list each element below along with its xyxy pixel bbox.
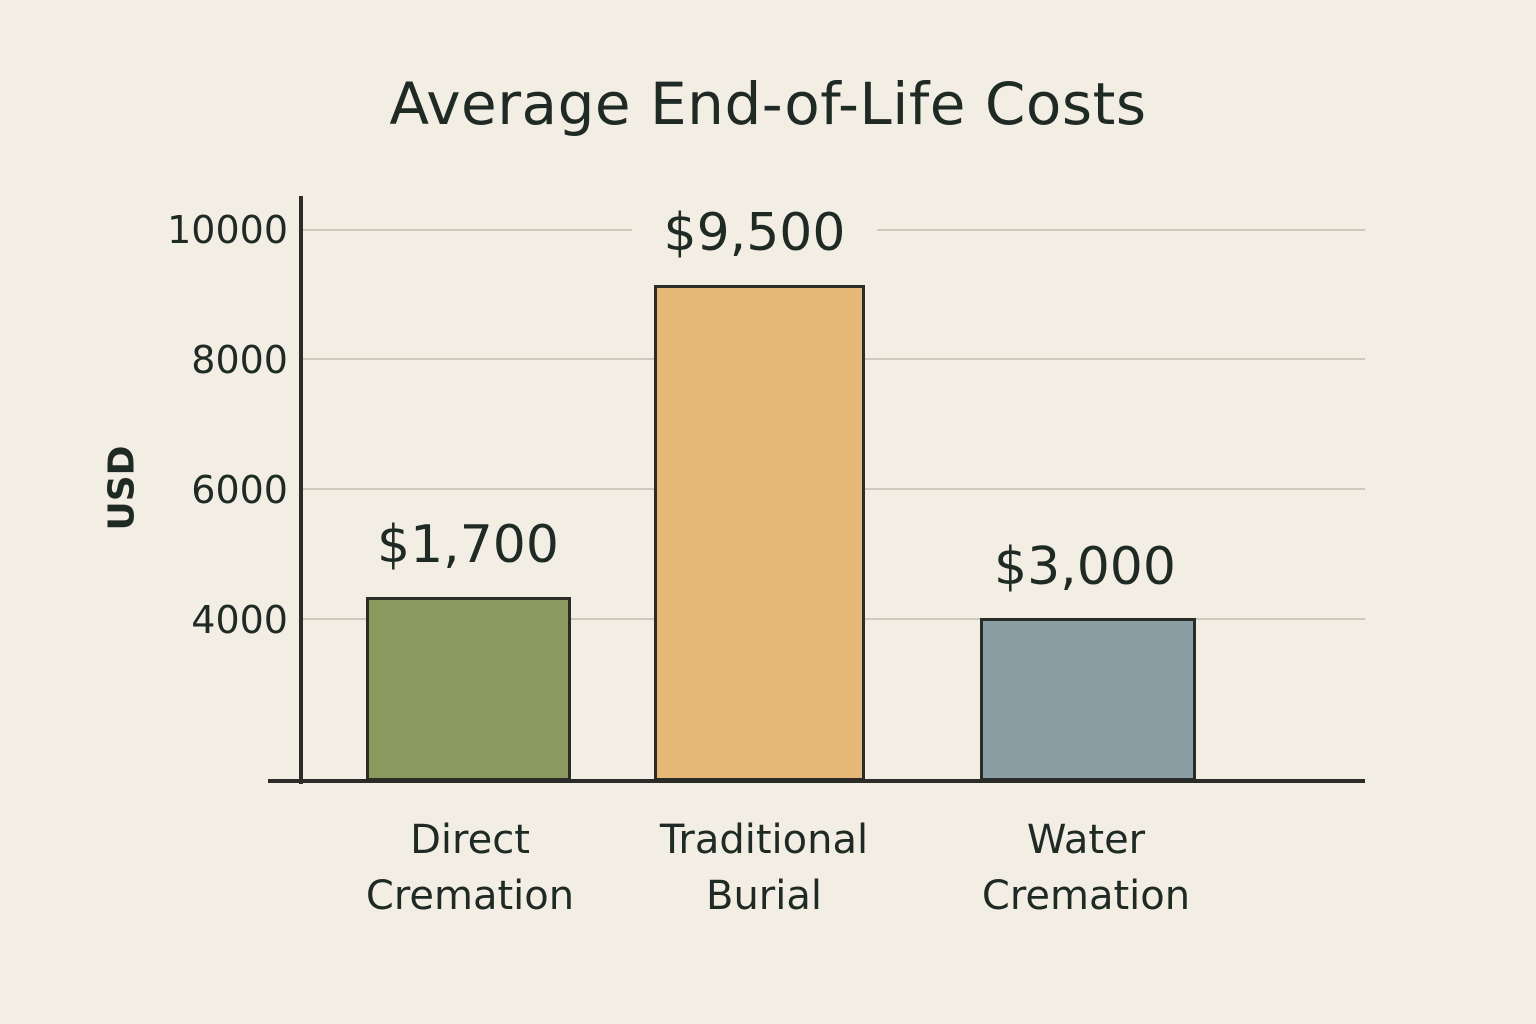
category-line: Burial <box>706 873 822 919</box>
x-category-water-cremation: Water Cremation <box>956 812 1216 924</box>
x-axis-line <box>268 779 1365 783</box>
value-label-traditional-burial: $9,500 <box>632 203 877 263</box>
y-tick-10000: 10000 <box>167 208 288 252</box>
value-label-direct-cremation: $1,700 <box>358 515 578 575</box>
y-tick-6000: 6000 <box>191 468 288 512</box>
bar-water-cremation <box>980 618 1196 781</box>
x-category-traditional-burial: Traditional Burial <box>634 812 894 924</box>
bar-direct-cremation <box>366 597 571 781</box>
category-line: Direct <box>410 817 530 863</box>
y-tick-4000: 4000 <box>191 598 288 642</box>
x-category-direct-cremation: Direct Cremation <box>340 812 600 924</box>
y-axis-label: USD <box>101 445 143 531</box>
bar-traditional-burial <box>654 285 865 781</box>
y-axis-line <box>299 196 303 784</box>
category-line: Cremation <box>365 873 575 919</box>
chart-title: Average End-of-Life Costs <box>389 70 1147 138</box>
value-label-water-cremation: $3,000 <box>970 537 1200 597</box>
category-line: Water <box>1026 817 1146 863</box>
category-line: Traditional <box>659 817 869 863</box>
y-tick-8000: 8000 <box>191 338 288 382</box>
category-line: Cremation <box>981 873 1191 919</box>
